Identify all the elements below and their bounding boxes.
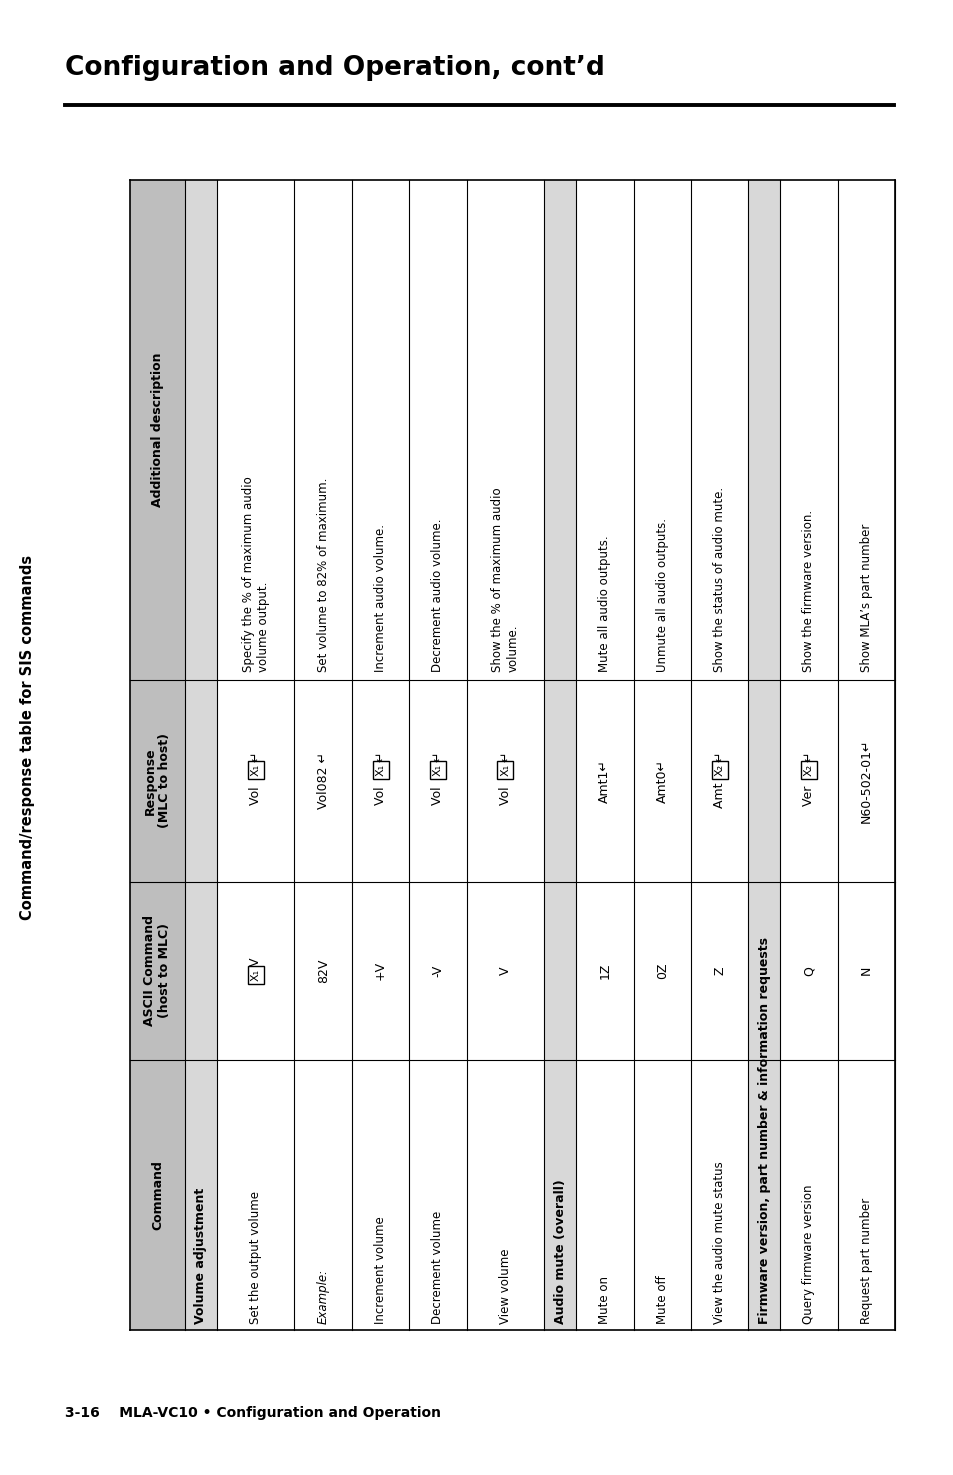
Polygon shape <box>216 180 294 1330</box>
Polygon shape <box>837 180 894 1330</box>
Text: Increment audio volume.: Increment audio volume. <box>374 524 387 673</box>
Text: View volume: View volume <box>498 1248 512 1325</box>
Text: Show the firmware version.: Show the firmware version. <box>801 510 815 673</box>
Text: Increment volume: Increment volume <box>374 1217 387 1325</box>
Text: Response
(MLC to host): Response (MLC to host) <box>143 733 172 829</box>
Polygon shape <box>497 761 513 779</box>
Text: Q: Q <box>801 966 815 975</box>
Polygon shape <box>248 966 263 984</box>
Text: N: N <box>859 966 872 975</box>
Text: +V: +V <box>374 962 387 981</box>
Text: ↵: ↵ <box>712 752 725 763</box>
Text: View the audio mute status: View the audio mute status <box>712 1161 725 1325</box>
Polygon shape <box>466 180 543 1330</box>
Polygon shape <box>747 180 780 1330</box>
Text: Mute all audio outputs.: Mute all audio outputs. <box>598 535 611 673</box>
Text: 0Z: 0Z <box>655 962 668 979</box>
Text: ↵: ↵ <box>249 752 262 763</box>
Polygon shape <box>543 180 576 1330</box>
Text: Show the % of maximum audio
volume.: Show the % of maximum audio volume. <box>491 488 518 673</box>
Text: Audio mute (overall): Audio mute (overall) <box>553 1179 566 1325</box>
Text: X₂: X₂ <box>714 764 724 776</box>
Text: ASCII Command
(host to MLC): ASCII Command (host to MLC) <box>143 914 172 1027</box>
Text: Show the status of audio mute.: Show the status of audio mute. <box>712 487 725 673</box>
Polygon shape <box>352 180 409 1330</box>
Text: ↵: ↵ <box>498 752 512 763</box>
Polygon shape <box>576 180 633 1330</box>
Polygon shape <box>780 180 837 1330</box>
Text: Decrement volume: Decrement volume <box>431 1211 444 1325</box>
Text: Vol: Vol <box>374 782 387 805</box>
Text: Amt1↵: Amt1↵ <box>598 760 611 802</box>
Text: Unmute all audio outputs.: Unmute all audio outputs. <box>655 518 668 673</box>
Text: N60-502-01↵: N60-502-01↵ <box>859 739 872 823</box>
Text: Set volume to 82% of maximum.: Set volume to 82% of maximum. <box>316 478 330 673</box>
Polygon shape <box>690 180 747 1330</box>
Text: Example:: Example: <box>316 1268 330 1325</box>
Polygon shape <box>633 180 690 1330</box>
Polygon shape <box>711 761 727 779</box>
Text: Query firmware version: Query firmware version <box>801 1184 815 1325</box>
Text: Vol: Vol <box>431 782 444 805</box>
Text: X₂: X₂ <box>803 764 813 776</box>
Polygon shape <box>409 180 466 1330</box>
Text: Mute on: Mute on <box>598 1276 611 1325</box>
Polygon shape <box>801 761 816 779</box>
Text: Vol: Vol <box>249 782 262 805</box>
Polygon shape <box>130 180 894 1330</box>
Polygon shape <box>130 180 185 1330</box>
Text: Mute off: Mute off <box>655 1276 668 1325</box>
Text: Vol: Vol <box>498 782 512 805</box>
Text: Volume adjustment: Volume adjustment <box>194 1187 207 1325</box>
Polygon shape <box>430 761 445 779</box>
Text: X₁: X₁ <box>499 764 510 776</box>
Text: Set the output volume: Set the output volume <box>249 1190 262 1325</box>
Text: ↵: ↵ <box>431 752 444 763</box>
Polygon shape <box>185 180 216 1330</box>
Text: X₁: X₁ <box>375 764 385 776</box>
Text: Ver: Ver <box>801 782 815 805</box>
Text: 3-16    MLA-VC10 • Configuration and Operation: 3-16 MLA-VC10 • Configuration and Operat… <box>65 1406 440 1420</box>
Text: Decrement audio volume.: Decrement audio volume. <box>431 519 444 673</box>
Text: Specify the % of maximum audio
volume output.: Specify the % of maximum audio volume ou… <box>241 476 270 673</box>
Text: X₁: X₁ <box>433 764 442 776</box>
Text: -V: -V <box>431 965 444 976</box>
Text: Command/response table for SIS commands: Command/response table for SIS commands <box>20 555 35 920</box>
Text: Command: Command <box>151 1159 164 1230</box>
Text: X₁: X₁ <box>251 764 260 776</box>
Text: ↵: ↵ <box>374 752 387 763</box>
Text: Vol082 ↵: Vol082 ↵ <box>316 752 330 810</box>
Text: Show MLA’s part number: Show MLA’s part number <box>859 524 872 673</box>
Text: X₁: X₁ <box>251 969 260 981</box>
Text: V: V <box>498 966 512 975</box>
Text: Additional description: Additional description <box>151 353 164 507</box>
Text: Configuration and Operation, cont’d: Configuration and Operation, cont’d <box>65 55 604 81</box>
Polygon shape <box>248 761 263 779</box>
Text: 82V: 82V <box>316 959 330 982</box>
Text: ↵: ↵ <box>801 752 815 763</box>
Text: V: V <box>249 957 262 966</box>
Text: 1Z: 1Z <box>598 962 611 979</box>
Polygon shape <box>372 761 388 779</box>
Polygon shape <box>294 180 352 1330</box>
Text: Firmware version, part number & information requests: Firmware version, part number & informat… <box>757 937 770 1325</box>
Text: Request part number: Request part number <box>859 1198 872 1325</box>
Text: Amt: Amt <box>712 779 725 808</box>
Text: Z: Z <box>712 966 725 975</box>
Text: Amt0↵: Amt0↵ <box>655 758 668 802</box>
